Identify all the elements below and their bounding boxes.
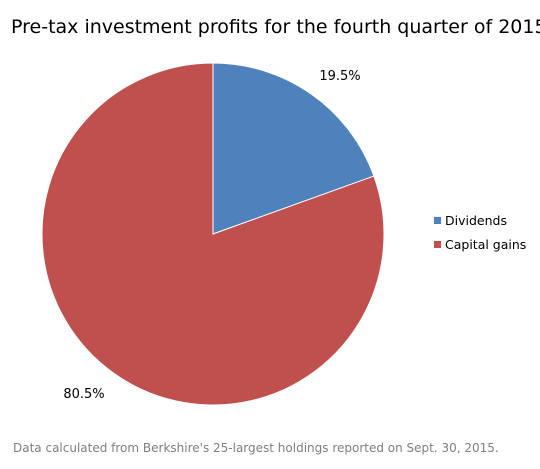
legend-swatch-capital-gains <box>434 241 441 248</box>
slice-label-dividends: 19.5% <box>319 69 360 84</box>
legend: Dividends Capital gains <box>434 213 526 252</box>
chart-title: Pre-tax investment profits for the fourt… <box>11 16 540 38</box>
slice-label-capital-gains: 80.5% <box>63 387 104 402</box>
pie-slices <box>41 62 385 406</box>
pie-slice-dividends <box>212 62 375 235</box>
pie-slice-capital-gains <box>41 62 385 406</box>
slice-labels: 19.5% 80.5% <box>63 69 360 402</box>
footnote: Data calculated from Berkshire's 25-larg… <box>13 441 499 455</box>
legend-swatch-dividends <box>434 217 441 224</box>
legend-entry-capital-gains: Capital gains <box>445 237 526 252</box>
legend-entry-dividends: Dividends <box>445 213 507 228</box>
